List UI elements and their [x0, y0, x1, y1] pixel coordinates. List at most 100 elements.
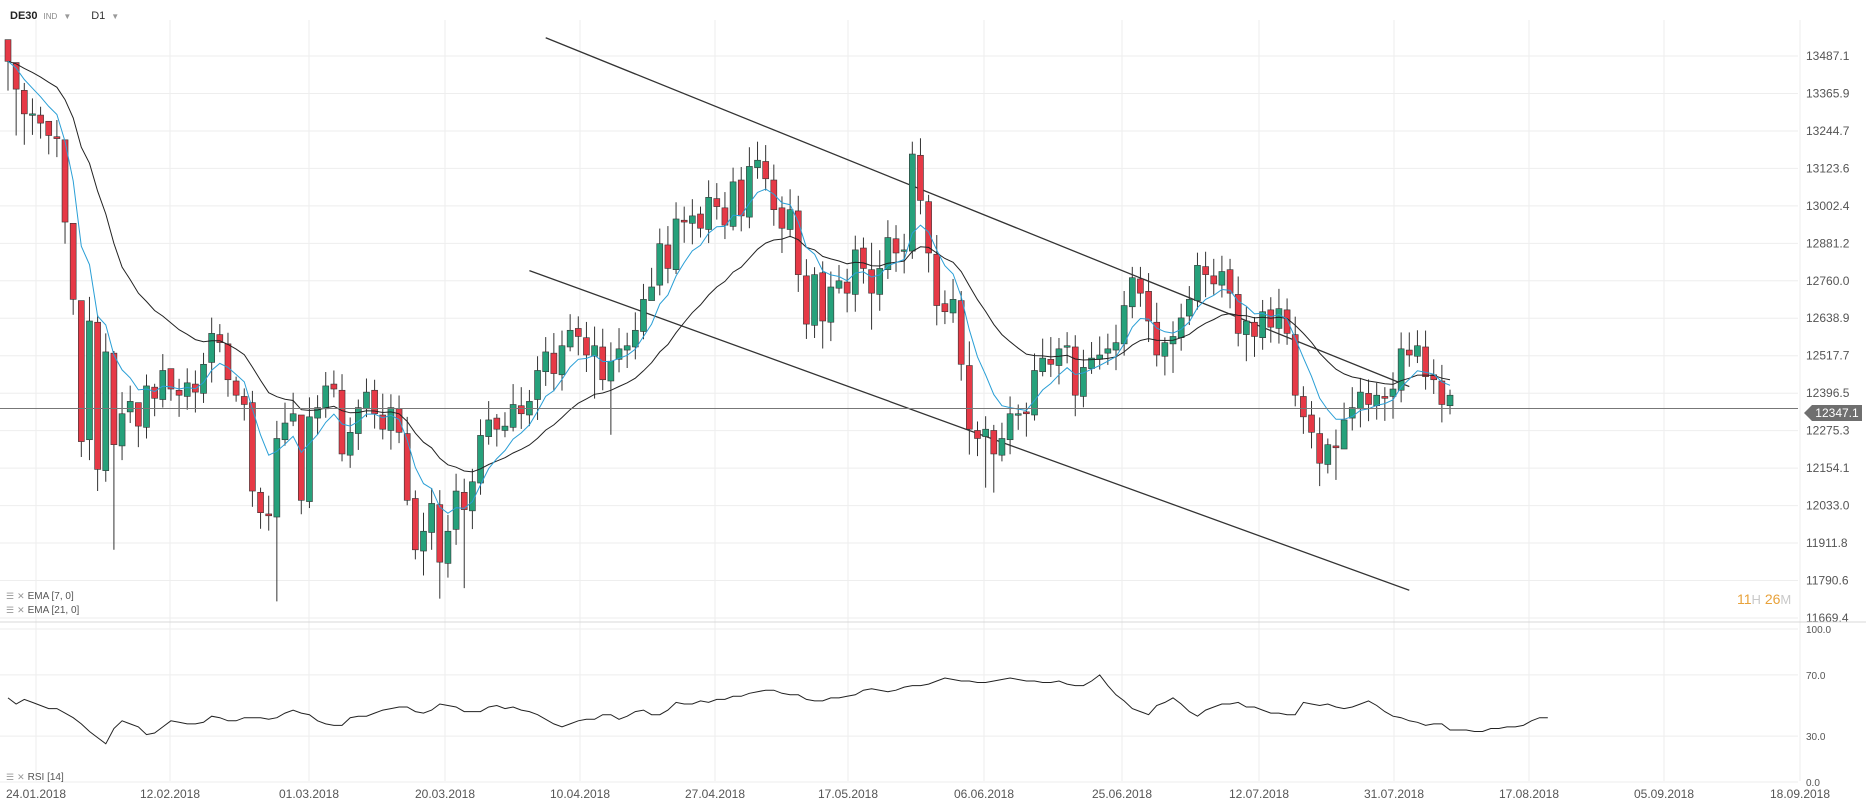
candle-bull [884, 237, 892, 270]
candle-bull [1161, 342, 1169, 357]
candle-bull [1275, 308, 1283, 329]
candle-bull [289, 413, 297, 422]
candle-bull [1120, 305, 1128, 345]
indicator-remove-icon[interactable]: ✕ [17, 772, 25, 782]
timer-minutes: 26 [1764, 591, 1781, 607]
price-tick-label: 12881.2 [1806, 236, 1850, 250]
ema-lines [7, 60, 1451, 514]
price-tick-label: 12396.5 [1806, 386, 1850, 400]
candle-bull [1055, 348, 1063, 366]
candle-bear [925, 201, 932, 254]
candle-bull [909, 153, 916, 252]
candle-bear [860, 247, 867, 269]
candle-bull [876, 268, 884, 295]
timer-hours-unit: H [1751, 592, 1761, 607]
candle-bear [1300, 396, 1307, 418]
candle-bull [729, 181, 737, 227]
indicator-remove-icon[interactable]: ✕ [17, 605, 25, 615]
candle-bull [118, 413, 126, 447]
date-tick-label: 01.03.2018 [279, 787, 339, 801]
price-tick-label: 12033.0 [1806, 499, 1850, 513]
candle-bear [224, 343, 232, 381]
candle-bull [428, 503, 435, 533]
candle-bear [721, 207, 729, 226]
candle-bear [990, 430, 998, 455]
candle-bear [45, 120, 53, 136]
candle-bull [558, 345, 566, 376]
candle-bear [412, 498, 419, 551]
candle-bear [151, 386, 158, 399]
candle-bear [1226, 269, 1234, 294]
candle-bull [1128, 277, 1136, 308]
indicator-settings-icon[interactable]: ☰ [6, 605, 15, 615]
indicator-rsi-label: RSI [14] [27, 772, 64, 783]
candle-bear [1365, 393, 1372, 405]
candle-bull [786, 209, 794, 230]
grid [0, 20, 1801, 781]
indicator-settings-icon[interactable]: ☰ [6, 772, 15, 782]
candle-bear [713, 198, 721, 207]
candle-bull [542, 351, 550, 373]
date-tick-label: 20.03.2018 [415, 787, 475, 801]
candle-bull [1063, 345, 1071, 348]
candle-bear [583, 337, 590, 356]
candle-bear [574, 328, 582, 337]
candle-bear [966, 365, 973, 430]
candle-bull [1031, 370, 1038, 416]
candle-bull [835, 280, 843, 289]
candle-bull [363, 391, 370, 410]
candle-bear [892, 238, 900, 254]
price-tick-label: 12517.7 [1806, 349, 1850, 363]
price-tick-label: 12275.3 [1806, 424, 1850, 438]
candle-bull [1039, 357, 1046, 373]
indicator-ema-slow-label: EMA [21, 0] [27, 605, 80, 616]
symbol-label[interactable]: DE30 [10, 10, 38, 22]
candle-bull [746, 166, 753, 218]
ema-21-line [7, 60, 1451, 473]
price-tick-label: 13487.1 [1806, 49, 1850, 63]
candle-bull [126, 401, 134, 413]
candle-bull [322, 385, 330, 410]
timer-hours: 11 [1737, 591, 1752, 607]
current-price-tag: 12347.1 [1804, 405, 1862, 421]
candle-bull [1348, 407, 1356, 419]
candle-bear [1137, 278, 1144, 294]
timeframe-dropdown-icon[interactable]: ▼ [111, 11, 120, 21]
candle-bear [53, 136, 61, 139]
candle-bull [705, 197, 712, 230]
symbol-dropdown-icon[interactable]: ▼ [63, 11, 72, 21]
candle-bear [941, 303, 949, 313]
candle-bull [1218, 271, 1226, 286]
candle-bear [78, 300, 85, 442]
candle-bear [379, 414, 387, 430]
candle-bull [534, 370, 541, 400]
date-tick-label: 18.09.2018 [1770, 787, 1830, 801]
axes: 13487.1 13365.9 13244.7 13123.6 13002.4 12881… [0, 49, 1866, 801]
candle-bull [1324, 444, 1332, 465]
price-tick-label: 11790.6 [1806, 574, 1849, 588]
candle-bear [20, 90, 28, 115]
timeframe-label[interactable]: D1 [91, 10, 106, 22]
candle-bull [346, 432, 354, 456]
candle-bull [477, 435, 484, 484]
candle-bull [1104, 348, 1112, 354]
date-tick-label: 24.01.2018 [6, 787, 66, 801]
candle-bear [1308, 414, 1315, 433]
candle-bull [314, 407, 321, 419]
candle-bear [737, 179, 745, 217]
candle-bear [778, 207, 786, 229]
candle-bull [273, 438, 281, 518]
chart-header: DE30 IND ▼ D1 ▼ [10, 10, 119, 22]
candle-bear [460, 491, 468, 510]
date-tick-label: 25.06.2018 [1092, 787, 1152, 801]
candle-bull [851, 249, 859, 295]
indicator-remove-icon[interactable]: ✕ [17, 591, 25, 601]
candle-bull [640, 299, 647, 332]
price-tick-label: 12154.1 [1806, 461, 1850, 475]
candle-bull [591, 345, 598, 357]
candle-bear [403, 433, 411, 501]
indicator-settings-icon[interactable]: ☰ [6, 591, 15, 601]
candle-bull [648, 286, 655, 301]
candle-bull [355, 407, 362, 434]
